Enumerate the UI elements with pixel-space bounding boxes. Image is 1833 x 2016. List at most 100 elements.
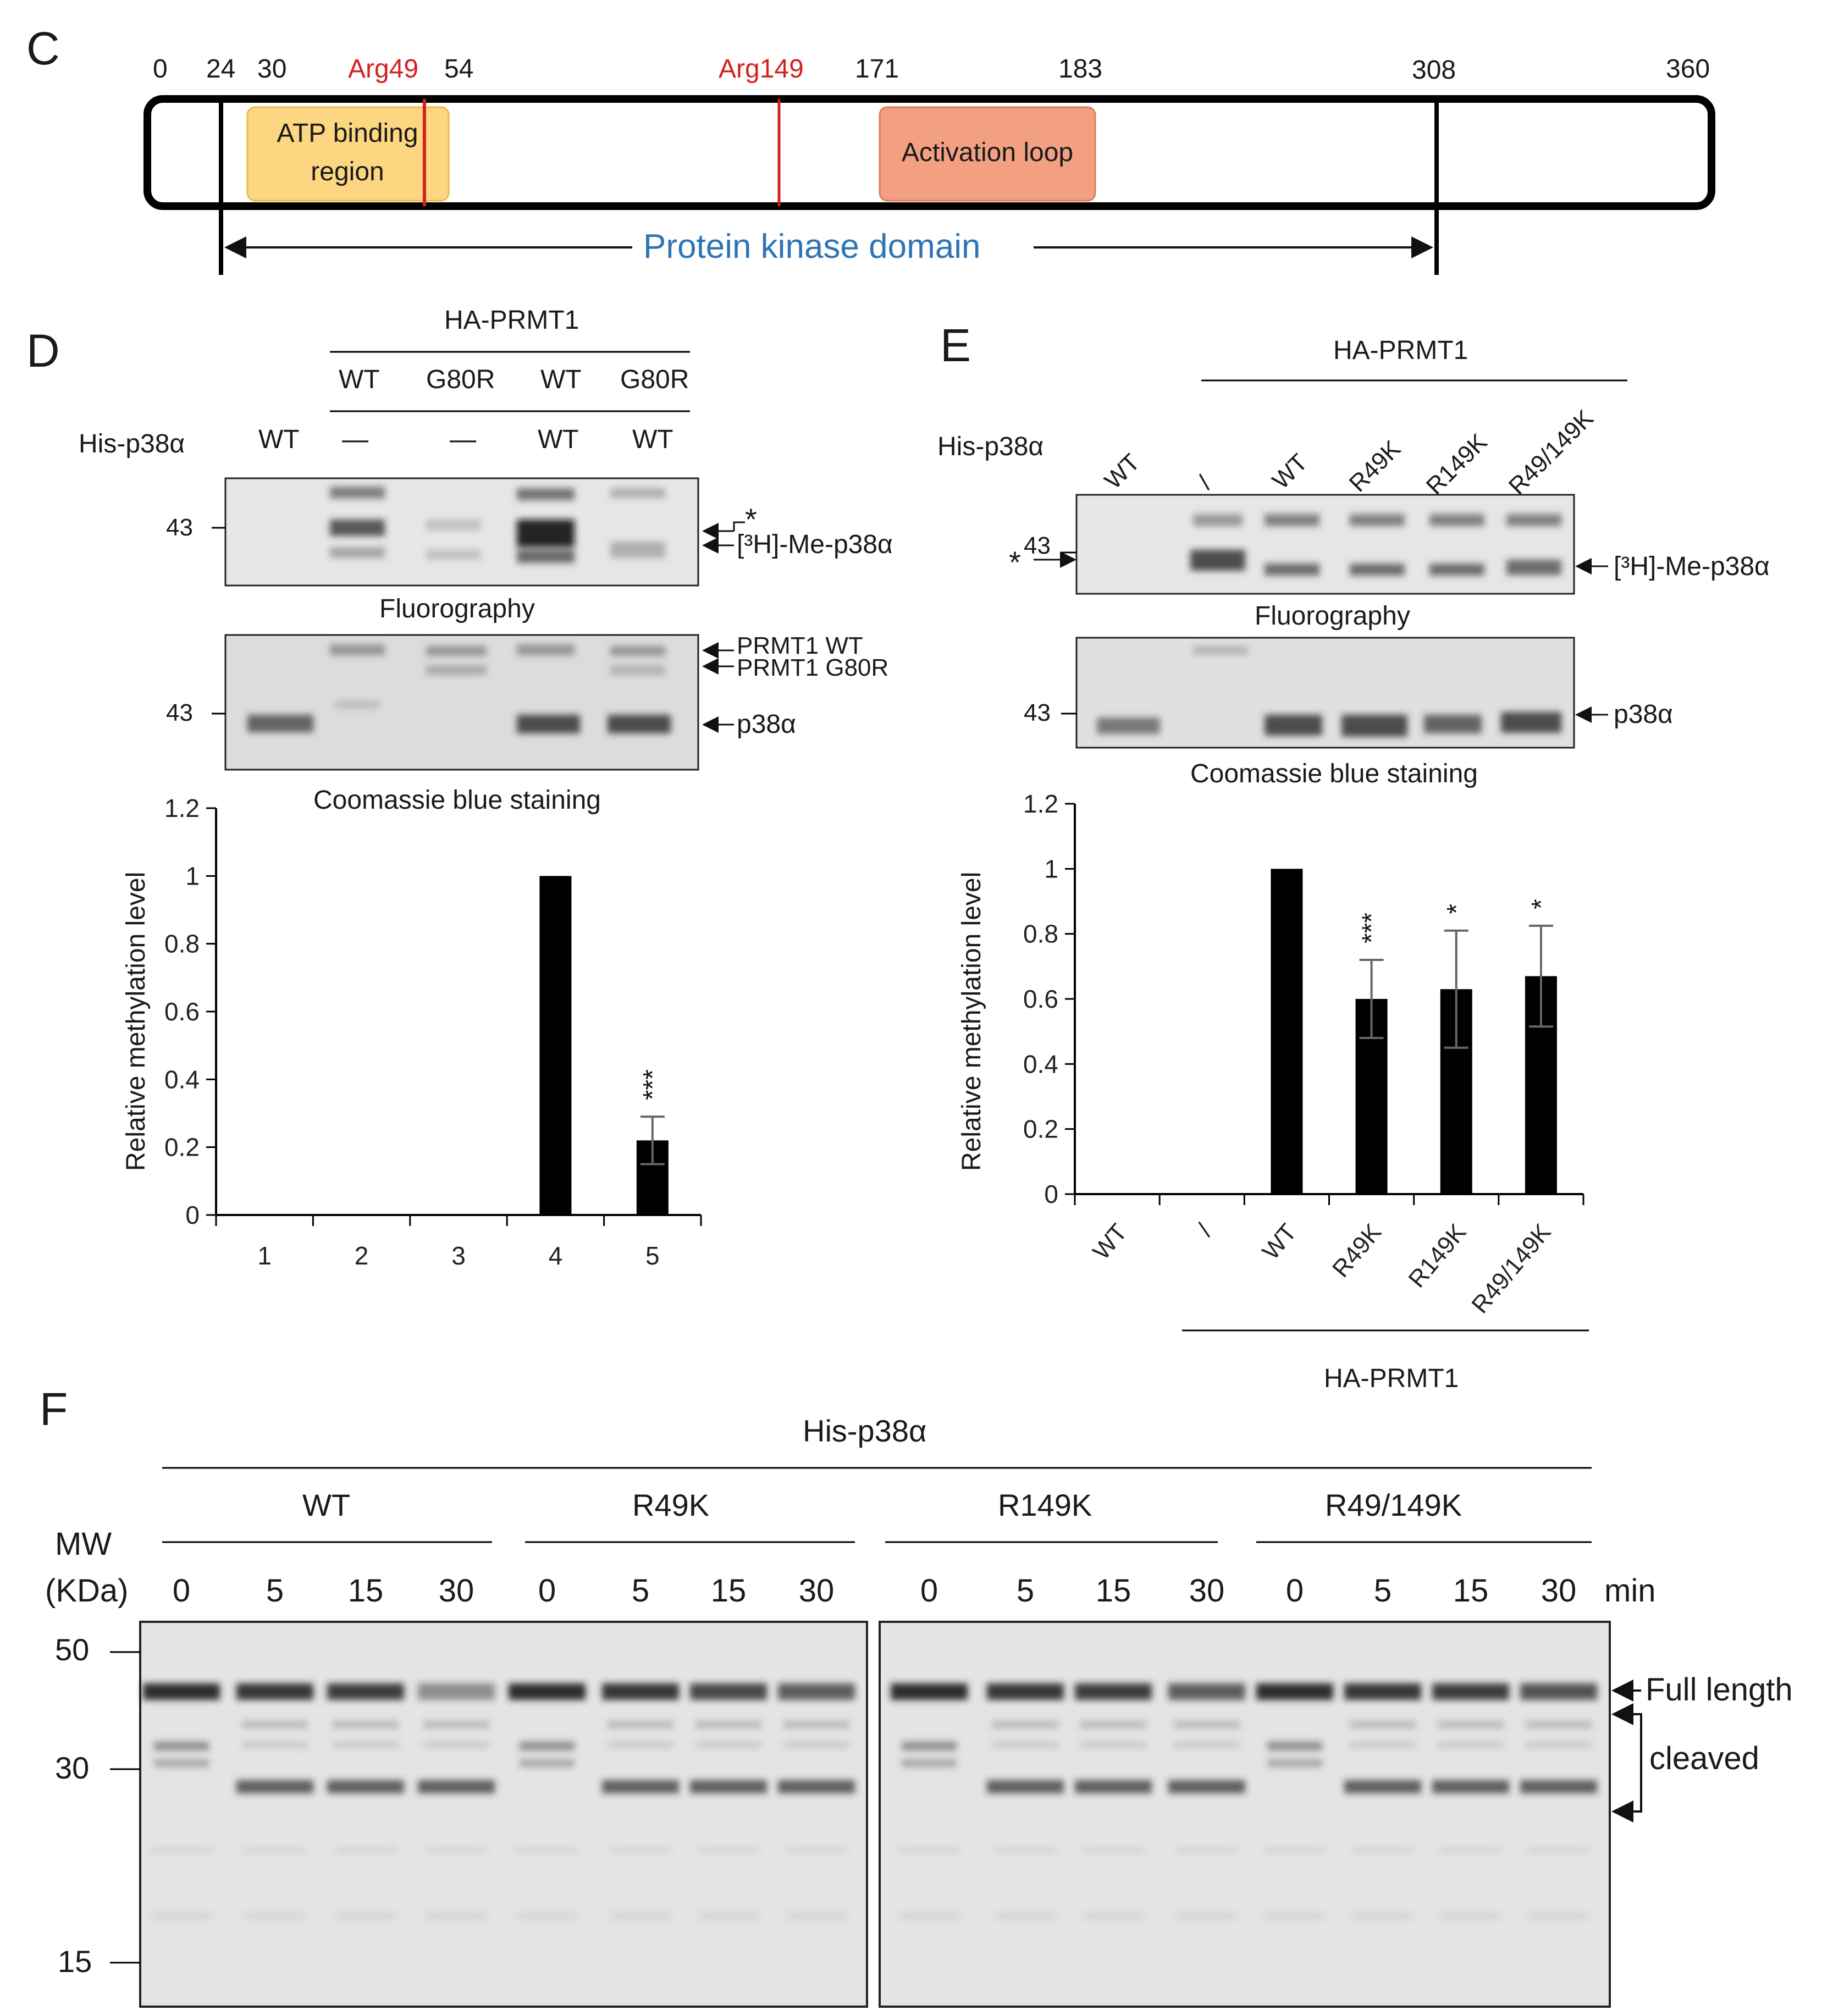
f-full-length-band xyxy=(778,1683,855,1700)
f-minor-band xyxy=(1350,1721,1416,1728)
chart-e-category-label: WT xyxy=(1087,1219,1133,1265)
f-minor-band xyxy=(1438,1721,1504,1728)
f-full-length-band xyxy=(1520,1683,1597,1700)
pos-24: 24 xyxy=(206,54,236,84)
f-minor-band xyxy=(520,1759,575,1767)
chart-e-ytick-label: 1.2 xyxy=(1023,789,1058,818)
f-cleaved-band xyxy=(1520,1780,1597,1793)
f-cleaved-bracket xyxy=(1619,1713,1642,1813)
f-mw-title: MW xyxy=(55,1526,112,1562)
f-time-label: 30 xyxy=(1541,1573,1577,1609)
chart-e-category-label: / xyxy=(1192,1218,1218,1241)
f-minor-band xyxy=(992,1721,1058,1728)
atp-box-line2: region xyxy=(311,157,384,186)
f-full-length-band xyxy=(327,1683,404,1700)
f-time-label: 15 xyxy=(1453,1573,1489,1609)
protein-schematic-box xyxy=(143,95,1715,210)
f-minor-band xyxy=(608,1742,673,1748)
f-faint-band xyxy=(517,1847,577,1853)
f-time-label: 5 xyxy=(631,1573,650,1609)
f-faint-band xyxy=(1528,1913,1589,1919)
f-minor-band xyxy=(1080,1742,1146,1748)
chart-d-category-label: 1 xyxy=(257,1241,272,1270)
pos-308: 308 xyxy=(1412,56,1456,85)
f-his-p38-header: His-p38α xyxy=(803,1413,927,1448)
f-time-label: 0 xyxy=(920,1573,938,1609)
f-faint-band xyxy=(995,1847,1056,1853)
f-time-label: 30 xyxy=(1189,1573,1225,1609)
f-faint-band xyxy=(610,1913,671,1919)
f-minor-band xyxy=(333,1721,399,1728)
f-time-label: 0 xyxy=(1285,1573,1304,1609)
f-time-label: 15 xyxy=(1095,1573,1131,1609)
d-me-p38-label: [³H]-Me-p38α xyxy=(737,530,893,559)
d-star-label: * xyxy=(745,502,757,537)
f-faint-band xyxy=(899,1847,959,1853)
chart-d-ytick-label: 0 xyxy=(185,1201,200,1229)
d-prmt1-wt-2: WT xyxy=(540,365,582,394)
f-faint-band xyxy=(1352,1913,1413,1919)
f-full-length-band xyxy=(1432,1683,1509,1700)
f-cleaved-band xyxy=(690,1780,767,1793)
d-prmt1-g80r-label: PRMT1 G80R xyxy=(737,654,889,681)
f-faint-band xyxy=(1440,1913,1501,1919)
d-prmt1-g80r-2: G80R xyxy=(620,365,689,394)
d-prmt1-wt-label: PRMT1 WT xyxy=(737,632,863,659)
e-fluorography-caption: Fluorography xyxy=(1255,601,1410,631)
f-faint-band xyxy=(1528,1847,1589,1853)
activation-loop-box xyxy=(879,106,1096,202)
e-fluorography-blot xyxy=(1075,494,1575,595)
f-faint-band xyxy=(245,1847,305,1853)
f-time-label: 5 xyxy=(1373,1573,1392,1609)
chart-e-category-label: WT xyxy=(1257,1219,1302,1265)
f-minor-band xyxy=(992,1742,1058,1748)
f-cleaved-label: cleaved xyxy=(1649,1741,1759,1776)
e-43-coomassie: 43 xyxy=(1024,699,1051,726)
chart-e-bar xyxy=(1271,869,1303,1194)
f-minor-band xyxy=(1526,1742,1592,1748)
d-ha-prmt1-header: HA-PRMT1 xyxy=(444,306,579,335)
e-me-p38-label: [³H]-Me-p38α xyxy=(1614,552,1770,581)
f-time-label: 30 xyxy=(798,1573,835,1609)
f-minor-band xyxy=(333,1742,399,1748)
chart-d-ytick-label: 0.8 xyxy=(164,930,200,958)
f-minor-band xyxy=(902,1742,957,1750)
pos-54: 54 xyxy=(444,54,474,84)
f-minor-band xyxy=(520,1742,575,1750)
f-faint-band xyxy=(426,1847,487,1853)
f-full-length-label: Full length xyxy=(1646,1672,1793,1708)
f-minor-band xyxy=(695,1742,761,1748)
f-full-length-band xyxy=(891,1683,968,1700)
pos-360: 360 xyxy=(1666,54,1710,84)
pos-0: 0 xyxy=(153,54,168,84)
f-minor-band xyxy=(1174,1742,1240,1748)
f-faint-band xyxy=(151,1847,212,1853)
f-time-unit: min xyxy=(1604,1573,1656,1609)
f-time-label: 5 xyxy=(1016,1573,1035,1609)
f-faint-band xyxy=(899,1913,959,1919)
chart-d: 0 0.2 0.4 0.6 0.8 1 1.2 1 2 3 4 *** 5 xyxy=(164,794,702,1270)
f-time-label: 30 xyxy=(438,1573,474,1609)
panel-e-letter: E xyxy=(940,319,971,371)
d-43-fluoro: 43 xyxy=(166,514,193,541)
e-43-fluoro: 43 xyxy=(1024,532,1051,559)
f-minor-band xyxy=(1350,1742,1416,1748)
f-cleaved-band xyxy=(602,1780,679,1793)
f-mw-15: 15 xyxy=(58,1944,92,1979)
panel-f-gels xyxy=(110,1467,1642,2008)
f-faint-band xyxy=(698,1913,759,1919)
d-his-lane2: — xyxy=(342,425,368,454)
d-ylabel: Relative methylation level xyxy=(122,871,151,1171)
chart-d-ytick-label: 1 xyxy=(185,861,200,890)
chart-e-category-label: R149K xyxy=(1403,1219,1471,1293)
f-faint-band xyxy=(786,1913,847,1919)
f-minor-band xyxy=(1526,1721,1592,1728)
f-faint-band xyxy=(517,1913,577,1919)
d-coomassie-blot xyxy=(224,634,699,771)
d-43-coomassie: 43 xyxy=(166,699,193,726)
d-coomassie-caption: Coomassie blue staining xyxy=(313,786,601,815)
f-gel-right xyxy=(879,1621,1611,2008)
d-fluorography-caption: Fluorography xyxy=(379,594,535,623)
e-ylabel: Relative methylation level xyxy=(957,871,986,1171)
f-full-length-band xyxy=(987,1683,1064,1700)
